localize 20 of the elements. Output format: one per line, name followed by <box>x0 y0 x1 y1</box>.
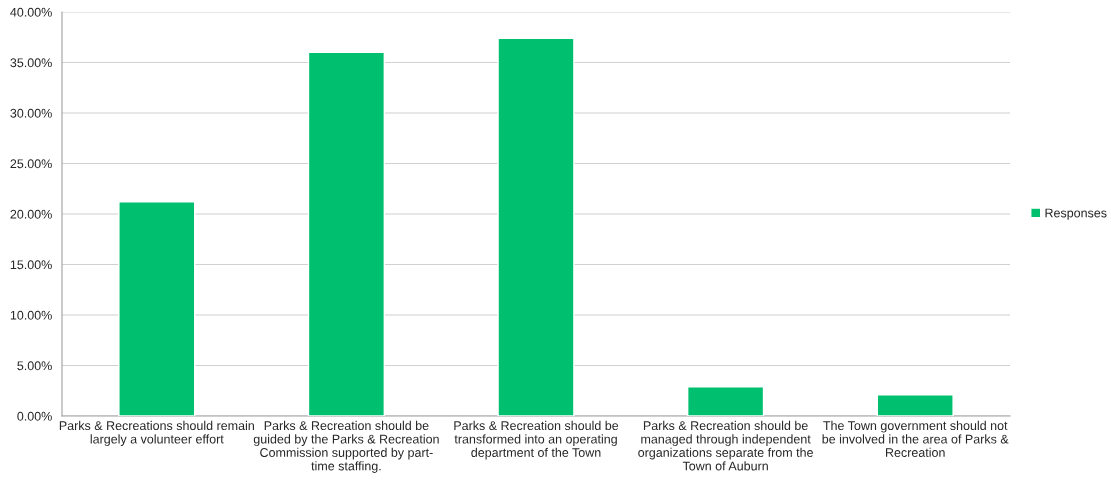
x-tick-label: Parks & Recreations should remain largely a volunteer effort <box>59 420 254 446</box>
y-tick-label: 30.00% <box>10 108 52 118</box>
x-tick-label: Parks & Recreation should be transformed into an operating department of the Town <box>454 420 619 460</box>
bar <box>118 201 196 416</box>
bar <box>307 51 386 416</box>
x-tick-label: The Town government should not be involved in the area of Parks & Recreation <box>822 420 1009 457</box>
y-tick-label: 25.00% <box>10 159 52 169</box>
x-tick-label: Parks & Recreation should be guided by the Parks & Recreation Commission supported by part- time staffing. <box>253 420 439 473</box>
y-tick-label: 35.00% <box>10 58 52 68</box>
y-tick-label: 5.00% <box>17 361 52 371</box>
y-tick-label: 10.00% <box>10 310 52 320</box>
y-tick-label: 20.00% <box>10 209 52 219</box>
legend-label: Responses <box>1045 208 1107 220</box>
bar <box>686 386 765 416</box>
bar <box>876 394 954 416</box>
x-tick-label: Parks & Recreation should be managed through independent organizations separate from the Town of Auburn <box>638 420 813 471</box>
y-tick-label: 40.00% <box>10 7 52 17</box>
y-tick-label: 0.00% <box>17 411 52 421</box>
y-tick-label: 15.00% <box>10 260 52 270</box>
bar <box>497 37 575 416</box>
